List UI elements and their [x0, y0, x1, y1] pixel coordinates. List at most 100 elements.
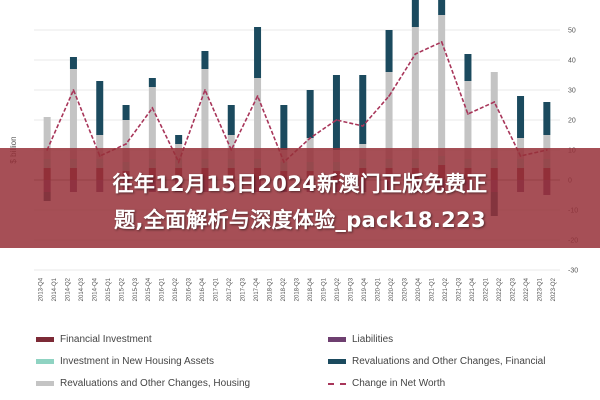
- banner-title-line-2: 题,全面解析与深度体验_pack18.223: [114, 208, 486, 232]
- x-tick-label: 2019-Q2: [335, 277, 341, 301]
- legend: Financial Investment Liabilities Investm…: [36, 334, 576, 396]
- x-tick-label: 2019-Q3: [348, 277, 354, 301]
- bar-revaluations-and-other-changes-housing: [490, 72, 498, 159]
- legend-swatch: [36, 337, 54, 342]
- net-worth-point: [72, 89, 75, 91]
- bar-revaluations-and-other-changes-housing: [148, 87, 156, 159]
- x-tick-label: 2016-Q1: [160, 277, 166, 301]
- x-tick-label: 2018-Q4: [308, 277, 314, 301]
- x-tick-label: 2020-Q3: [402, 277, 408, 301]
- x-tick-label: 2023-Q2: [551, 277, 557, 301]
- bar-revaluations-and-other-changes-financial: [148, 78, 156, 87]
- x-tick-label: 2020-Q2: [389, 277, 395, 301]
- legend-swatch: [328, 337, 346, 342]
- x-tick-label: 2021-Q2: [443, 277, 449, 301]
- net-worth-point: [361, 125, 364, 127]
- x-tick-label: 2014-Q1: [52, 277, 58, 301]
- bar-revaluations-and-other-changes-housing: [201, 69, 209, 159]
- legend-item-revaluations-housing: Revaluations and Other Changes, Housing: [36, 378, 250, 389]
- title-banner: 往年12月15日2024新澳门正版免费正 题,全面解析与深度体验_pack18.…: [0, 148, 600, 248]
- legend-item-housing-assets: Investment in New Housing Assets: [36, 356, 214, 367]
- x-tick-label: 2015-Q4: [146, 277, 152, 301]
- bar-revaluations-and-other-changes-financial: [517, 96, 525, 138]
- banner-title-line-1: 往年12月15日2024新澳门正版免费正: [112, 172, 488, 196]
- bar-revaluations-and-other-changes-financial: [359, 75, 367, 144]
- net-worth-point: [467, 113, 469, 115]
- bar-revaluations-and-other-changes-housing: [122, 120, 130, 162]
- legend-label: Revaluations and Other Changes, Financia…: [352, 356, 546, 367]
- bar-revaluations-and-other-changes-housing: [464, 81, 472, 159]
- legend-label: Change in Net Worth: [352, 378, 446, 389]
- x-tick-label: 2017-Q4: [254, 277, 260, 301]
- legend-item-financial-investment: Financial Investment: [36, 334, 152, 345]
- bar-revaluations-and-other-changes-housing: [69, 69, 77, 159]
- bar-revaluations-and-other-changes-housing: [227, 135, 235, 159]
- x-tick-label: 2014-Q2: [65, 277, 71, 301]
- x-tick-label: 2022-Q1: [483, 277, 489, 301]
- y-tick-label: 40: [568, 58, 576, 65]
- net-worth-point: [388, 95, 390, 97]
- bar-revaluations-and-other-changes-housing: [411, 27, 419, 159]
- bar-revaluations-and-other-changes-financial: [254, 27, 262, 78]
- legend-swatch: [328, 359, 346, 364]
- legend-swatch: [328, 382, 346, 385]
- y-tick-label: 20: [568, 118, 576, 125]
- bar-revaluations-and-other-changes-financial: [280, 105, 288, 150]
- bar-revaluations-and-other-changes-financial: [175, 135, 183, 144]
- x-tick-label: 2015-Q1: [106, 277, 112, 301]
- bar-revaluations-and-other-changes-financial: [385, 30, 393, 72]
- x-tick-label: 2016-Q4: [200, 277, 206, 301]
- x-tick-label: 2021-Q3: [456, 277, 462, 301]
- bar-revaluations-and-other-changes-financial: [96, 81, 104, 135]
- legend-label: Financial Investment: [60, 334, 152, 345]
- x-tick-label: 2022-Q4: [524, 277, 530, 301]
- legend-swatch: [36, 359, 54, 364]
- x-tick-label: 2021-Q1: [429, 277, 435, 301]
- x-tick-label: 2017-Q2: [227, 277, 233, 301]
- x-tick-label: 2019-Q4: [362, 277, 368, 301]
- bar-revaluations-and-other-changes-housing: [438, 15, 446, 156]
- x-tick-label: 2015-Q3: [133, 277, 139, 301]
- net-worth-point: [256, 95, 259, 97]
- x-tick-label: 2013-Q4: [38, 277, 44, 301]
- bar-revaluations-and-other-changes-housing: [43, 117, 51, 159]
- x-tick-label: 2017-Q3: [241, 277, 247, 301]
- bar-revaluations-and-other-changes-financial: [411, 0, 419, 27]
- x-tick-label: 2016-Q2: [173, 277, 179, 301]
- bar-revaluations-and-other-changes-financial: [69, 57, 77, 69]
- legend-item-revaluations-financial: Revaluations and Other Changes, Financia…: [328, 356, 545, 367]
- net-worth-point: [493, 101, 496, 103]
- x-tick-label: 2023-Q1: [537, 277, 543, 301]
- net-worth-point: [125, 143, 127, 145]
- y-tick-label: 30: [568, 88, 576, 95]
- bar-revaluations-and-other-changes-financial: [201, 51, 209, 69]
- x-axis-ticks: 2013-Q4 2014-Q1 2014-Q2 2014-Q3 2014-Q4 2015-…: [38, 277, 557, 301]
- x-tick-label: 2016-Q3: [187, 277, 193, 301]
- x-tick-label: 2014-Q3: [79, 277, 85, 301]
- x-tick-label: 2020-Q1: [375, 277, 381, 301]
- bar-revaluations-and-other-changes-housing: [543, 135, 551, 159]
- legend-label: Liabilities: [352, 334, 394, 345]
- legend-label: Investment in New Housing Assets: [60, 356, 214, 367]
- bar-revaluations-and-other-changes-housing: [96, 135, 104, 159]
- x-tick-label: 2021-Q4: [470, 277, 476, 301]
- bar-revaluations-and-other-changes-housing: [385, 72, 393, 159]
- bar-revaluations-and-other-changes-financial: [543, 102, 551, 135]
- bar-revaluations-and-other-changes-housing: [254, 78, 262, 159]
- x-tick-label: 2022-Q3: [510, 277, 516, 301]
- x-tick-label: 2014-Q4: [92, 277, 98, 301]
- bar-revaluations-and-other-changes-financial: [122, 105, 130, 120]
- y-tick-label: 50: [568, 28, 576, 35]
- x-tick-label: 2019-Q1: [322, 277, 328, 301]
- x-tick-label: 2018-Q2: [281, 277, 287, 301]
- net-worth-line: [46, 40, 548, 165]
- legend-item-liabilities: Liabilities: [328, 334, 393, 345]
- x-tick-label: 2020-Q4: [416, 277, 422, 301]
- net-worth-point: [414, 53, 417, 55]
- legend-swatch: [36, 381, 54, 386]
- x-tick-label: 2015-Q2: [119, 277, 125, 301]
- legend-label: Revaluations and Other Changes, Housing: [60, 378, 251, 389]
- legend-item-net-worth: Change in Net Worth: [328, 378, 445, 389]
- x-tick-label: 2018-Q1: [268, 277, 274, 301]
- x-tick-label: 2018-Q3: [295, 277, 301, 301]
